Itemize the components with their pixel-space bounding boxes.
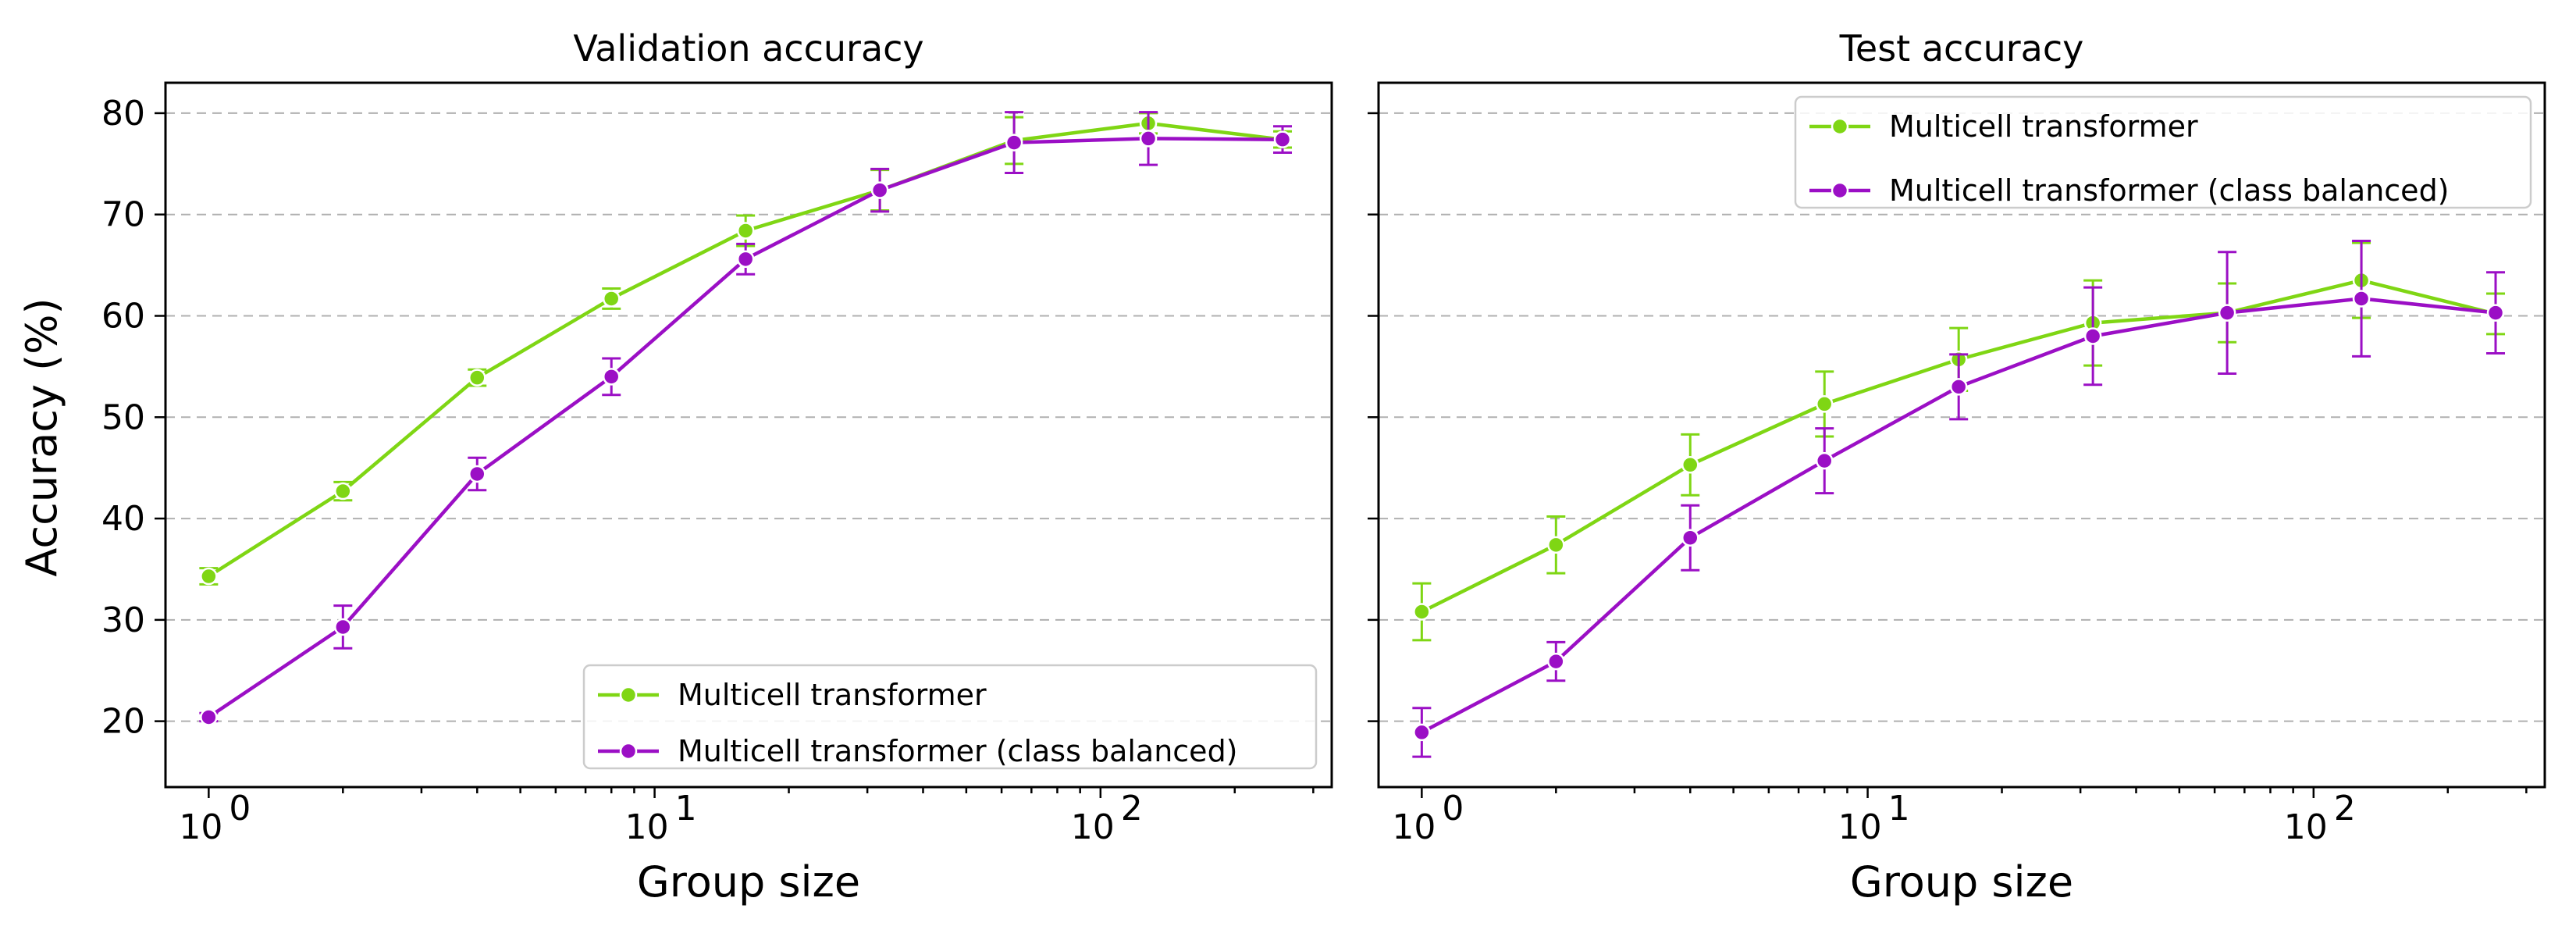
legend-item: Multicell transformer (class balanced) bbox=[598, 734, 1238, 768]
plot-frame bbox=[164, 81, 1333, 789]
x-tick-label: 10 bbox=[179, 807, 222, 847]
legend-label: Multicell transformer (class balanced) bbox=[1889, 173, 2450, 208]
x-tick-label: 10 bbox=[1071, 807, 1115, 847]
data-point bbox=[468, 369, 486, 387]
data-point bbox=[1815, 395, 1834, 413]
data-point bbox=[736, 250, 755, 269]
data-point bbox=[468, 465, 486, 483]
legend-label: Multicell transformer (class balanced) bbox=[678, 734, 1238, 768]
legend: Multicell transformer Multicell transform… bbox=[1794, 95, 2532, 209]
y-axis-label: Accuracy (%) bbox=[17, 297, 66, 576]
data-point bbox=[1681, 456, 1699, 474]
data-point bbox=[1547, 536, 1565, 554]
data-point bbox=[334, 482, 352, 501]
data-point bbox=[870, 181, 889, 199]
data-point bbox=[334, 618, 352, 636]
legend-item: Multicell transformer (class balanced) bbox=[1809, 173, 2450, 208]
legend-item: Multicell transformer bbox=[598, 678, 987, 712]
x-tick-exponent: 0 bbox=[1442, 789, 1464, 828]
y-tick-label: 60 bbox=[101, 297, 145, 337]
y-tick-label: 40 bbox=[101, 499, 145, 539]
x-tick-label: 10 bbox=[2284, 807, 2328, 847]
y-tick-label: 70 bbox=[101, 195, 145, 235]
x-tick-exponent: 0 bbox=[229, 789, 251, 828]
data-point bbox=[602, 290, 621, 308]
legend-item: Multicell transformer bbox=[1809, 109, 2198, 144]
x-axis-label: Group size bbox=[637, 857, 860, 907]
plot-frame bbox=[1377, 81, 2546, 789]
data-point bbox=[2352, 290, 2371, 308]
x-tick-exponent: 1 bbox=[675, 789, 697, 828]
data-point bbox=[200, 708, 218, 726]
data-point bbox=[602, 368, 621, 386]
legend: Multicell transformer Multicell transform… bbox=[582, 664, 1318, 770]
x-tick-label: 10 bbox=[1392, 807, 1436, 847]
data-point bbox=[2486, 304, 2505, 322]
x-axis-label: Group size bbox=[1850, 857, 2073, 907]
x-tick-label: 10 bbox=[1838, 807, 1882, 847]
y-tick-label: 20 bbox=[101, 702, 145, 742]
x-tick-exponent: 2 bbox=[1121, 789, 1143, 828]
series-line bbox=[208, 121, 1283, 578]
data-point bbox=[1413, 723, 1431, 742]
x-tick-exponent: 1 bbox=[1888, 789, 1910, 828]
data-point bbox=[1547, 652, 1565, 671]
panel-title: Validation accuracy bbox=[573, 27, 923, 69]
legend-label: Multicell transformer bbox=[1889, 109, 2198, 144]
data-point bbox=[736, 222, 755, 240]
x-tick-exponent: 2 bbox=[2334, 789, 2356, 828]
data-point bbox=[200, 567, 218, 586]
data-point bbox=[1005, 134, 1023, 151]
y-tick-label: 30 bbox=[101, 600, 145, 640]
data-point bbox=[1413, 603, 1431, 621]
data-point bbox=[2083, 327, 2102, 345]
data-point bbox=[2218, 304, 2236, 322]
data-point bbox=[1681, 529, 1699, 547]
y-tick-label: 80 bbox=[101, 94, 145, 134]
data-point bbox=[1949, 378, 1968, 396]
y-tick-label: 50 bbox=[101, 397, 145, 437]
panel-title: Test accuracy bbox=[1839, 27, 2084, 69]
data-point bbox=[1139, 130, 1158, 148]
data-point bbox=[1815, 451, 1834, 470]
legend-label: Multicell transformer bbox=[678, 678, 987, 712]
data-point bbox=[1273, 130, 1292, 148]
x-tick-label: 10 bbox=[625, 807, 669, 847]
